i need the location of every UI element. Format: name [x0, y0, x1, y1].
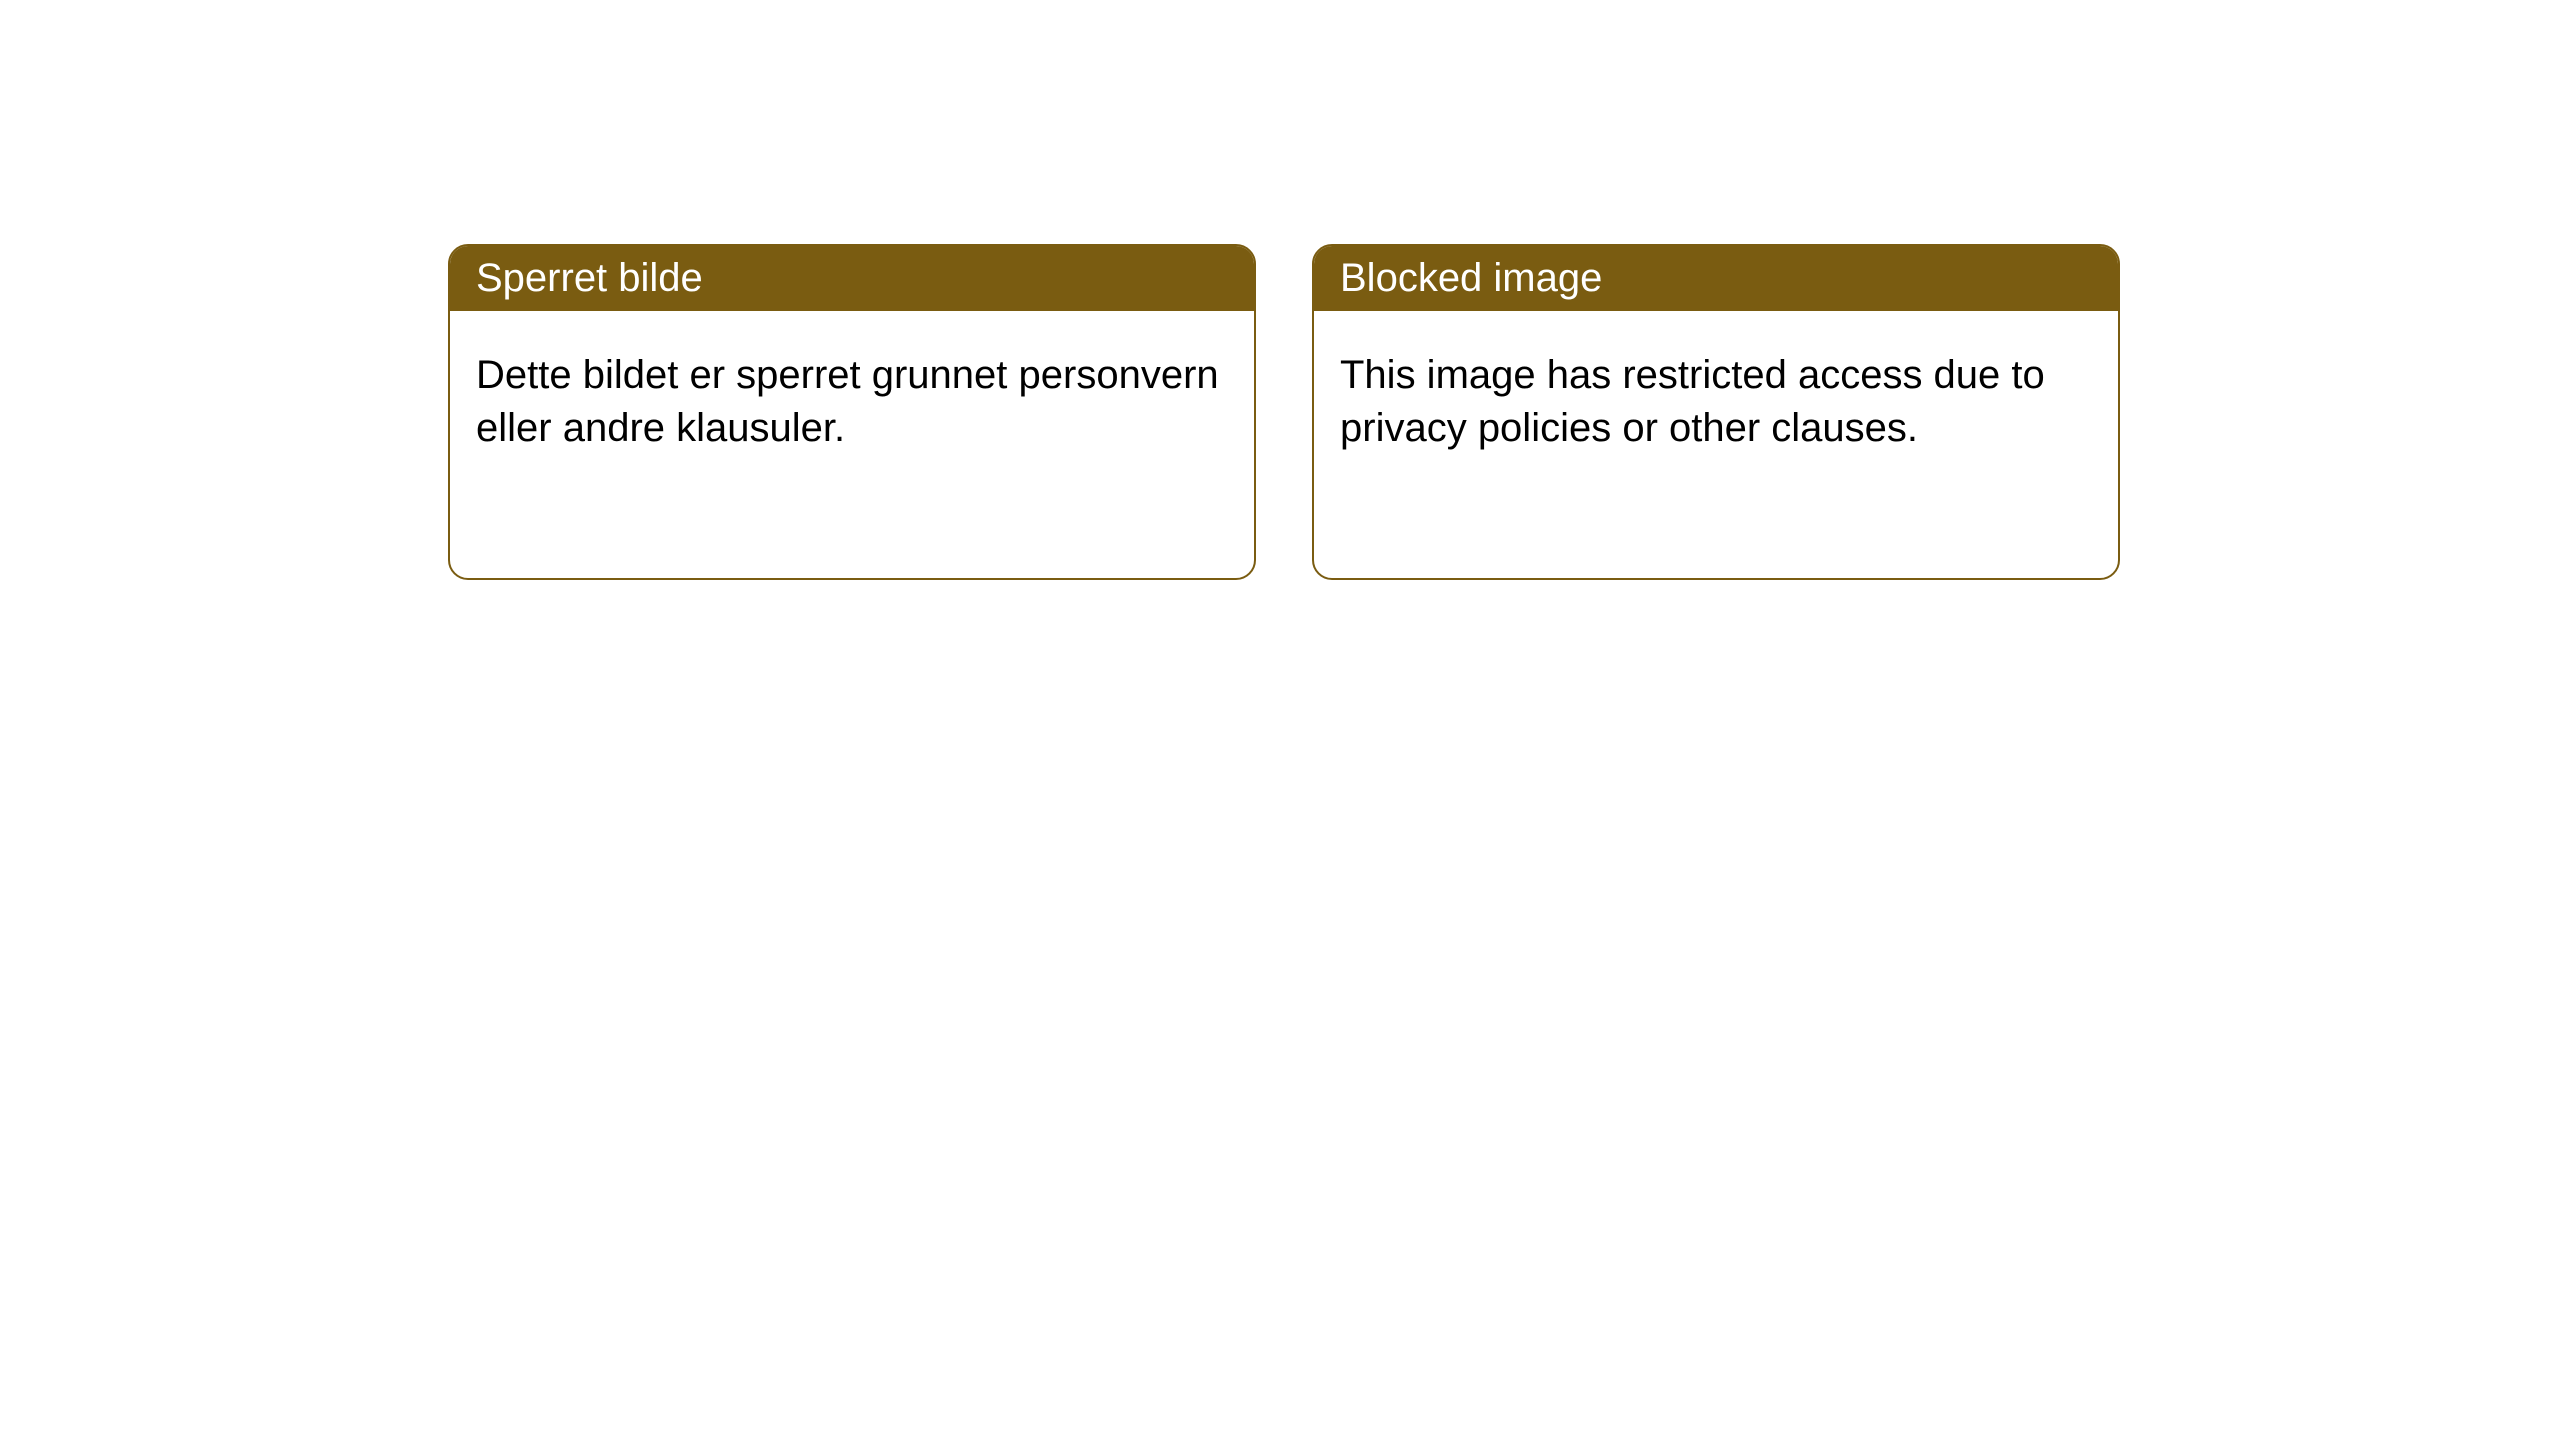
card-header-english: Blocked image — [1314, 246, 2118, 311]
notice-card-english: Blocked image This image has restricted … — [1312, 244, 2120, 580]
card-text-norwegian: Dette bildet er sperret grunnet personve… — [476, 353, 1219, 450]
card-title-english: Blocked image — [1340, 256, 1602, 300]
card-header-norwegian: Sperret bilde — [450, 246, 1254, 311]
card-body-norwegian: Dette bildet er sperret grunnet personve… — [450, 311, 1254, 493]
card-body-english: This image has restricted access due to … — [1314, 311, 2118, 493]
card-title-norwegian: Sperret bilde — [476, 256, 703, 300]
notice-card-container: Sperret bilde Dette bildet er sperret gr… — [448, 244, 2120, 580]
notice-card-norwegian: Sperret bilde Dette bildet er sperret gr… — [448, 244, 1256, 580]
card-text-english: This image has restricted access due to … — [1340, 353, 2045, 450]
